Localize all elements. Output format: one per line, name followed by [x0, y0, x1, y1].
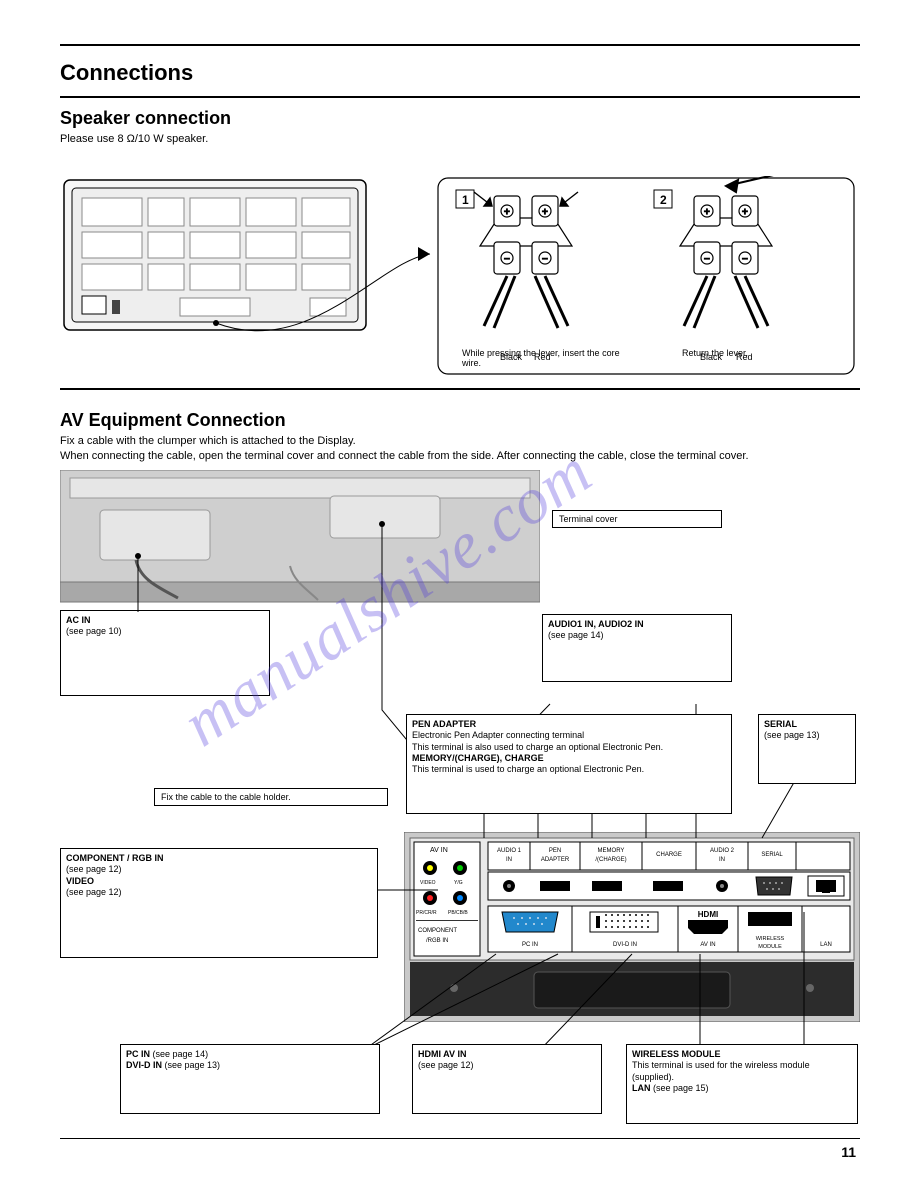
pc-dvi-box: PC IN (see page 14) DVI-D IN (see page 1… — [120, 1044, 380, 1114]
svg-text:2: 2 — [660, 193, 667, 207]
speaker-terminal-diagram: 1 + + − − — [436, 176, 856, 376]
serial-box: SERIAL (see page 13) — [758, 714, 856, 784]
svg-text:+: + — [742, 207, 748, 218]
svg-text:−: − — [504, 254, 510, 265]
return-caption: Return the lever. — [682, 348, 822, 358]
svg-text:1: 1 — [462, 193, 469, 207]
av-title: AV Equipment Connection — [60, 410, 749, 431]
page-number: 11 — [841, 1144, 856, 1160]
remove-cover: When connecting the cable, open the term… — [60, 450, 749, 462]
svg-text:−: − — [704, 254, 710, 265]
wlan-box: WIRELESS MODULE This terminal is used fo… — [626, 1044, 858, 1124]
component-box: COMPONENT / RGB IN (see page 12) VIDEO (… — [60, 848, 378, 958]
cable-fix: Fix a cable with the clumper which is at… — [60, 435, 749, 447]
page-title: Connections — [60, 60, 860, 86]
svg-text:−: − — [742, 254, 748, 265]
svg-text:+: + — [542, 207, 548, 218]
svg-text:−: − — [542, 254, 548, 265]
insert-caption: While pressing the lever, insert the cor… — [462, 348, 632, 368]
svg-text:+: + — [504, 207, 510, 218]
hdmi-box: HDMI AV IN (see page 12) — [412, 1044, 602, 1114]
svg-text:+: + — [704, 207, 710, 218]
audio-box: AUDIO1 IN, AUDIO2 IN (see page 14) — [542, 614, 732, 682]
speaker-title: Speaker connection — [60, 108, 860, 129]
pen-box: PEN ADAPTER Electronic Pen Adapter conne… — [406, 714, 732, 814]
speaker-spec: Please use 8 Ω/10 W speaker. — [60, 133, 860, 145]
